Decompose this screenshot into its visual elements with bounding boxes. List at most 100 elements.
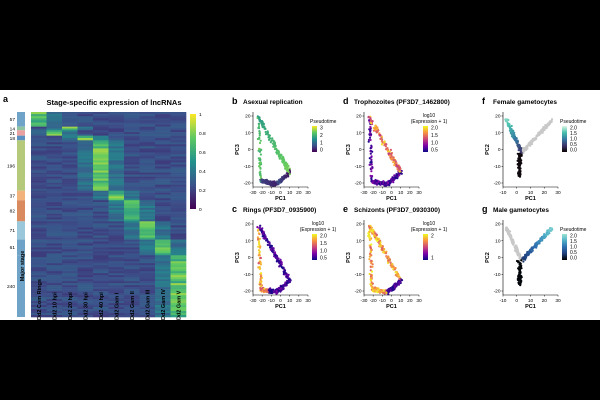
heatmap-cell	[62, 140, 78, 143]
heatmap-cell	[124, 174, 140, 177]
heatmap-cell	[31, 273, 47, 276]
heatmap-cell	[155, 188, 171, 192]
heatmap-cell	[62, 257, 78, 260]
heatmap-cell	[77, 231, 94, 234]
heatmap-cell	[46, 176, 63, 179]
heatmap-cell	[77, 130, 94, 133]
heatmap-cell	[170, 160, 187, 163]
legend-title-line1: log10	[423, 113, 435, 119]
scatter-point	[390, 155, 393, 159]
scatter-point	[517, 157, 520, 160]
heatmap-cell	[93, 295, 109, 298]
heatmap-cell	[155, 158, 171, 161]
scatter-point	[517, 260, 520, 263]
heatmap-cell	[155, 231, 171, 234]
heatmap-cell	[31, 315, 47, 318]
heatmap-cell	[139, 273, 156, 276]
scatter-point	[258, 132, 261, 135]
scatter-point	[540, 235, 544, 239]
heatmap-cell	[93, 267, 109, 270]
heatmap-cell	[108, 190, 125, 193]
scatter-point	[509, 129, 513, 132]
heatmap-cell	[77, 180, 94, 183]
heatmap-cell	[108, 259, 125, 262]
heatmap-cell	[93, 279, 109, 282]
heatmap-cell	[124, 204, 140, 207]
heatmap-cell	[31, 116, 47, 119]
scatter-point	[535, 241, 538, 245]
heatmap-cell	[62, 211, 78, 214]
heatmap-cell	[62, 146, 78, 149]
heatmap-cell	[124, 245, 140, 248]
heatmap-cell	[77, 217, 94, 220]
scatter-point	[540, 128, 544, 131]
scatter-point	[374, 125, 377, 128]
heatmap-cell	[124, 313, 140, 316]
heatmap-cell	[77, 112, 94, 115]
scatter-point	[396, 272, 400, 275]
heatmap-cell	[155, 217, 171, 220]
heatmap-cell	[31, 194, 47, 197]
scatter-point	[398, 170, 401, 173]
scatter-point	[371, 286, 374, 289]
heatmap-cell	[31, 241, 47, 244]
heatmap-cell	[139, 133, 156, 136]
scatter-point	[370, 119, 373, 122]
scatter-point	[286, 279, 289, 283]
heatmap-cell	[108, 133, 125, 136]
heatmap-cell	[62, 156, 78, 159]
heatmap-cell	[124, 299, 140, 302]
legend-title-line2: (Expression + 1)	[411, 227, 448, 233]
scatter-point	[509, 126, 512, 130]
heatmap-cell	[77, 309, 94, 312]
heatmap-cell	[62, 311, 78, 314]
heatmap-cell	[31, 259, 47, 262]
heatmap-cell	[46, 217, 63, 220]
major-stage-segment	[17, 130, 25, 136]
heatmap-cell	[46, 137, 63, 141]
scatter-point	[281, 155, 284, 158]
heatmap-cell	[124, 198, 140, 201]
heatmap-cell	[46, 156, 63, 159]
heatmap-cell	[155, 265, 171, 268]
heatmap-cell	[139, 285, 156, 288]
heatmap-cell	[46, 196, 63, 199]
heatmap-cell	[31, 287, 47, 290]
heatmap-cell	[62, 184, 78, 187]
scatter-point	[383, 140, 386, 143]
heatmap-cell	[139, 241, 156, 244]
heatmap-cell	[124, 281, 140, 284]
heatmap-cell	[155, 257, 171, 260]
scatter-point	[370, 259, 373, 262]
heatmap-cell	[170, 271, 187, 274]
scatter-point	[267, 138, 271, 141]
heatmap-cell	[124, 219, 140, 222]
heatmap-cell	[77, 285, 94, 288]
heatmap-cell	[77, 209, 94, 213]
scatter-point	[260, 148, 263, 151]
scatter-point	[258, 173, 262, 176]
x-tick-label: -30	[361, 298, 368, 304]
heatmap-cell	[170, 140, 187, 143]
x-tick-label: 20	[542, 298, 548, 304]
heatmap-cell	[170, 120, 187, 123]
heatmap-cell	[170, 122, 187, 125]
heatmap-cell	[77, 188, 94, 192]
heatmap-cell	[108, 182, 125, 185]
heatmap-cell	[139, 160, 156, 163]
heatmap-cell	[46, 289, 63, 292]
heatmap-cell	[77, 243, 94, 246]
heatmap-cell	[139, 146, 156, 149]
heatmap-cell	[155, 309, 171, 312]
scatter-point	[390, 152, 393, 156]
heatmap-cell	[46, 279, 63, 282]
panel-label-f: f	[482, 96, 486, 106]
heatmap-cell	[155, 152, 171, 155]
scatter-point	[281, 284, 284, 287]
heatmap-cell	[62, 166, 78, 169]
heatmap-cell	[108, 122, 125, 125]
scatter-point	[281, 179, 284, 182]
heatmap-column-label: Dd2 Gam III	[145, 289, 151, 320]
scatter-point	[257, 232, 260, 235]
heatmap-cell	[170, 196, 187, 199]
